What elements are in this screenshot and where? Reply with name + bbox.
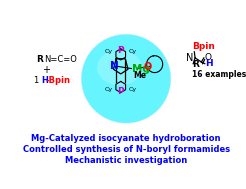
Text: Cy: Cy: [105, 88, 113, 92]
Ellipse shape: [97, 50, 142, 85]
Text: Mg-Catalyzed isocyanate hydroboration: Mg-Catalyzed isocyanate hydroboration: [31, 134, 221, 143]
Text: 1: 1: [34, 76, 42, 85]
Text: -Bpin: -Bpin: [45, 76, 70, 85]
Text: Controlled synthesis of N-boryl formamides: Controlled synthesis of N-boryl formamid…: [23, 145, 230, 154]
Text: Cy: Cy: [129, 88, 137, 92]
Text: Mechanistic investigation: Mechanistic investigation: [65, 156, 187, 165]
Text: O: O: [204, 53, 211, 62]
Text: N: N: [186, 53, 194, 63]
Text: Mg: Mg: [132, 64, 150, 74]
Text: Cy: Cy: [105, 49, 113, 54]
Text: N=C=O: N=C=O: [44, 55, 77, 64]
Text: H: H: [205, 59, 213, 68]
Text: H: H: [41, 76, 48, 85]
Text: R: R: [36, 55, 43, 64]
Text: +: +: [42, 65, 50, 75]
Ellipse shape: [81, 34, 171, 123]
Text: R: R: [192, 60, 199, 69]
Text: Cy: Cy: [129, 49, 137, 54]
Text: Bpin: Bpin: [192, 42, 215, 51]
Text: N: N: [110, 61, 119, 71]
Text: P: P: [117, 87, 124, 96]
Text: 16 examples: 16 examples: [192, 70, 246, 79]
Text: Me: Me: [133, 70, 146, 80]
Text: P: P: [117, 46, 124, 55]
Text: O: O: [143, 62, 152, 72]
